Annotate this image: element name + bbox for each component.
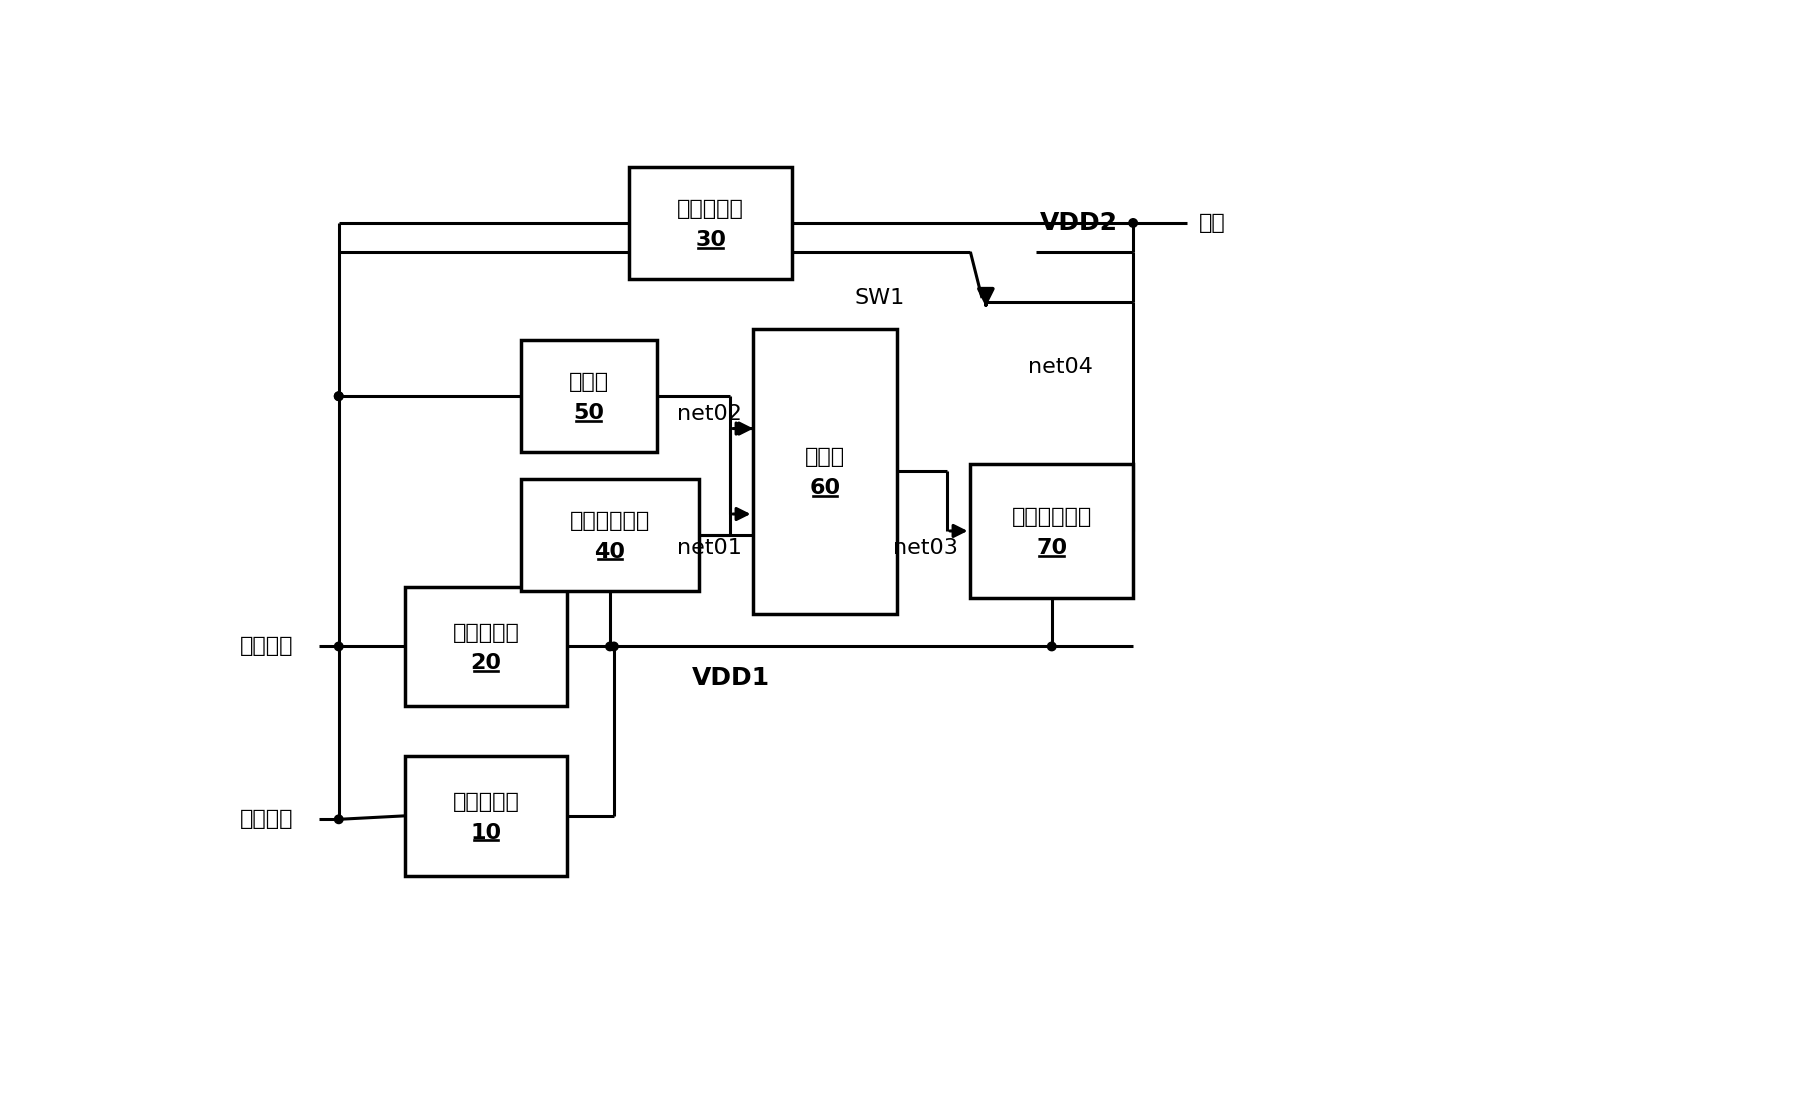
- Text: net03: net03: [893, 539, 958, 559]
- Bar: [404, 587, 567, 707]
- Bar: [522, 340, 657, 452]
- Circle shape: [605, 643, 614, 650]
- Text: 比较器: 比较器: [806, 447, 846, 467]
- Circle shape: [335, 392, 342, 401]
- Circle shape: [610, 643, 618, 650]
- Text: VDD2: VDD2: [1040, 211, 1117, 234]
- Text: 第一降压器: 第一降压器: [453, 792, 520, 813]
- Text: 外部电源: 外部电源: [241, 809, 293, 829]
- Text: 50: 50: [574, 403, 605, 423]
- Bar: [522, 479, 699, 591]
- Bar: [753, 329, 896, 614]
- Text: 20: 20: [471, 654, 502, 673]
- Bar: [971, 464, 1134, 598]
- Bar: [630, 167, 791, 279]
- Text: net01: net01: [677, 539, 743, 559]
- Text: 第三降压器: 第三降压器: [677, 199, 744, 219]
- Circle shape: [335, 392, 342, 401]
- Text: net04: net04: [1029, 358, 1094, 378]
- Text: VDD1: VDD1: [692, 666, 770, 690]
- Circle shape: [335, 643, 342, 650]
- Text: 10: 10: [471, 822, 502, 842]
- Bar: [404, 756, 567, 875]
- Circle shape: [1047, 643, 1056, 650]
- Text: 70: 70: [1036, 538, 1067, 558]
- Text: 电压基准模块: 电压基准模块: [570, 511, 650, 531]
- Text: 30: 30: [695, 230, 726, 250]
- Text: 电平转移模块: 电平转移模块: [1012, 507, 1092, 527]
- Text: 60: 60: [810, 478, 840, 498]
- Text: SW1: SW1: [855, 288, 904, 308]
- Text: 电池电源: 电池电源: [241, 636, 293, 656]
- Circle shape: [335, 815, 342, 824]
- Circle shape: [1128, 219, 1137, 227]
- Text: 第二降压器: 第二降压器: [453, 623, 520, 643]
- Text: net02: net02: [677, 404, 743, 424]
- Text: 40: 40: [594, 542, 625, 562]
- Text: 分压器: 分压器: [569, 372, 608, 392]
- Text: 负载: 负载: [1199, 213, 1226, 233]
